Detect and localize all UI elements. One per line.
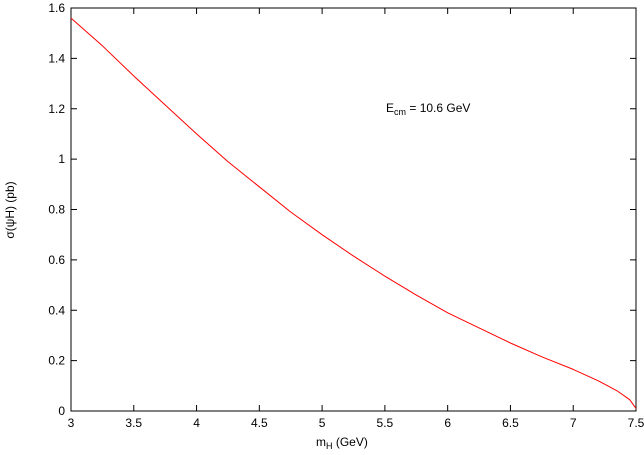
x-tick-label: 4.5: [251, 416, 268, 430]
x-tick-label: 5.5: [377, 416, 394, 430]
series-layer: [71, 18, 636, 408]
x-tick-label: 6: [444, 416, 451, 430]
x-axis: 3 3.5 4 4.5 5 5.5 6 6.5 7 7.5: [68, 8, 644, 430]
y-tick-label: 1.2: [48, 102, 65, 116]
y-tick-label: 0.6: [48, 253, 65, 267]
x-tick-label: 7: [570, 416, 577, 430]
x-tick-label: 3.5: [125, 416, 142, 430]
y-tick-label: 0.4: [48, 303, 65, 317]
x-tick-label: 7.5: [628, 416, 644, 430]
y-tick-label: 0.2: [48, 354, 65, 368]
y-axis-label: σ(ψH) (pb): [3, 181, 17, 238]
x-tick-label: 4: [193, 416, 200, 430]
x-axis-label: mH (GeV): [316, 435, 368, 451]
y-tick-label: 0.8: [48, 203, 65, 217]
x-tick-label: 5: [319, 416, 326, 430]
annotation: Ecm = 10.6 GeV: [386, 101, 470, 117]
x-tick-label: 6.5: [502, 416, 519, 430]
series-line: [71, 18, 636, 408]
plot-frame: [71, 8, 636, 411]
x-tick-label: 3: [68, 416, 75, 430]
y-tick-label: 0: [58, 404, 65, 418]
y-tick-label: 1.4: [48, 51, 65, 65]
y-tick-label: 1.6: [48, 1, 65, 15]
y-tick-label: 1: [58, 152, 65, 166]
y-axis: 0 0.2 0.4 0.6 0.8 1 1.2 1.4 1.6: [48, 1, 636, 418]
